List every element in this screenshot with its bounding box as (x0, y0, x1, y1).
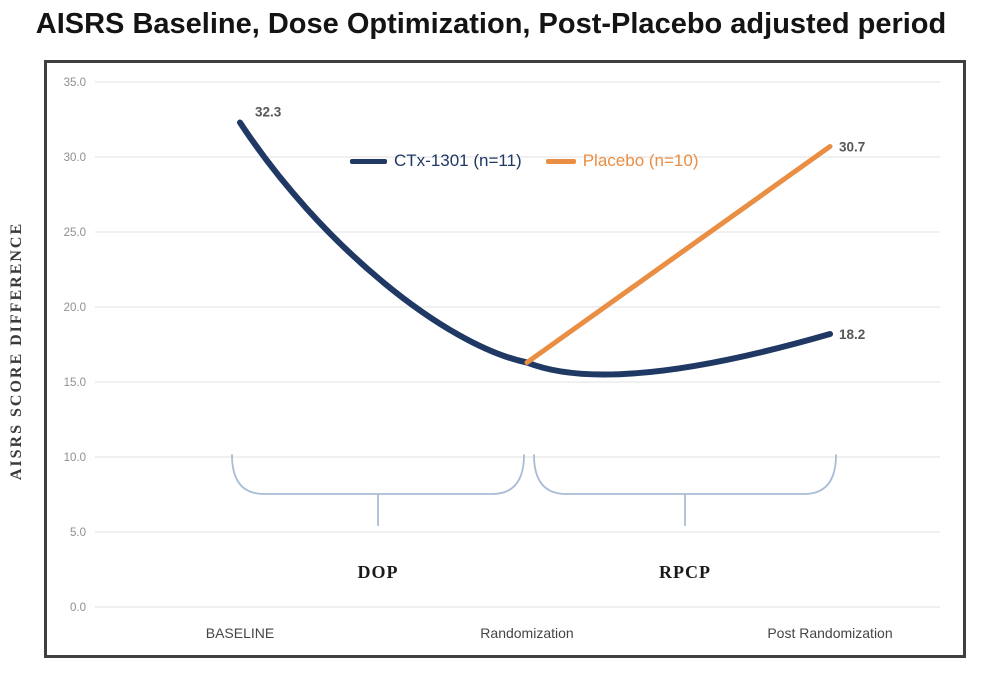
brace (533, 454, 837, 495)
legend-item-placebo: Placebo (n=10) (545, 151, 699, 171)
y-tick-label: 30.0 (64, 152, 86, 164)
x-axis-label: Randomization (480, 625, 573, 641)
legend-label-ctx1301: CTx-1301 (n=11) (394, 151, 522, 170)
phase-label: DOP (358, 562, 399, 582)
y-tick-label: 10.0 (64, 452, 86, 464)
x-axis-label: Post Randomization (767, 625, 892, 641)
y-tick-label: 25.0 (64, 227, 86, 239)
y-tick-label: 0.0 (70, 602, 86, 614)
ctx1301-line-swatch (350, 158, 387, 164)
legend-item-ctx1301: CTx-1301 (n=11) (350, 151, 522, 171)
data-label: 30.7 (839, 140, 865, 155)
brace (231, 454, 525, 495)
series-line (524, 144, 833, 365)
data-label: 18.2 (839, 327, 865, 342)
chart-title: AISRS Baseline, Dose Optimization, Post-… (35, 8, 947, 40)
legend: CTx-1301 (n=11) Placebo (n=10) (350, 151, 699, 171)
placebo-line-swatch (545, 158, 576, 164)
y-axis-title: AISRS SCORE DIFFERENCE (8, 221, 25, 481)
x-axis-label: BASELINE (206, 625, 274, 641)
y-tick-label: 35.0 (64, 77, 86, 89)
y-tick-label: 20.0 (64, 302, 86, 314)
data-label: 32.3 (255, 105, 282, 120)
y-tick-label: 15.0 (64, 377, 86, 389)
y-tick-label: 5.0 (70, 527, 86, 539)
phase-label: RPCP (659, 562, 711, 582)
legend-label-placebo: Placebo (n=10) (582, 151, 699, 170)
